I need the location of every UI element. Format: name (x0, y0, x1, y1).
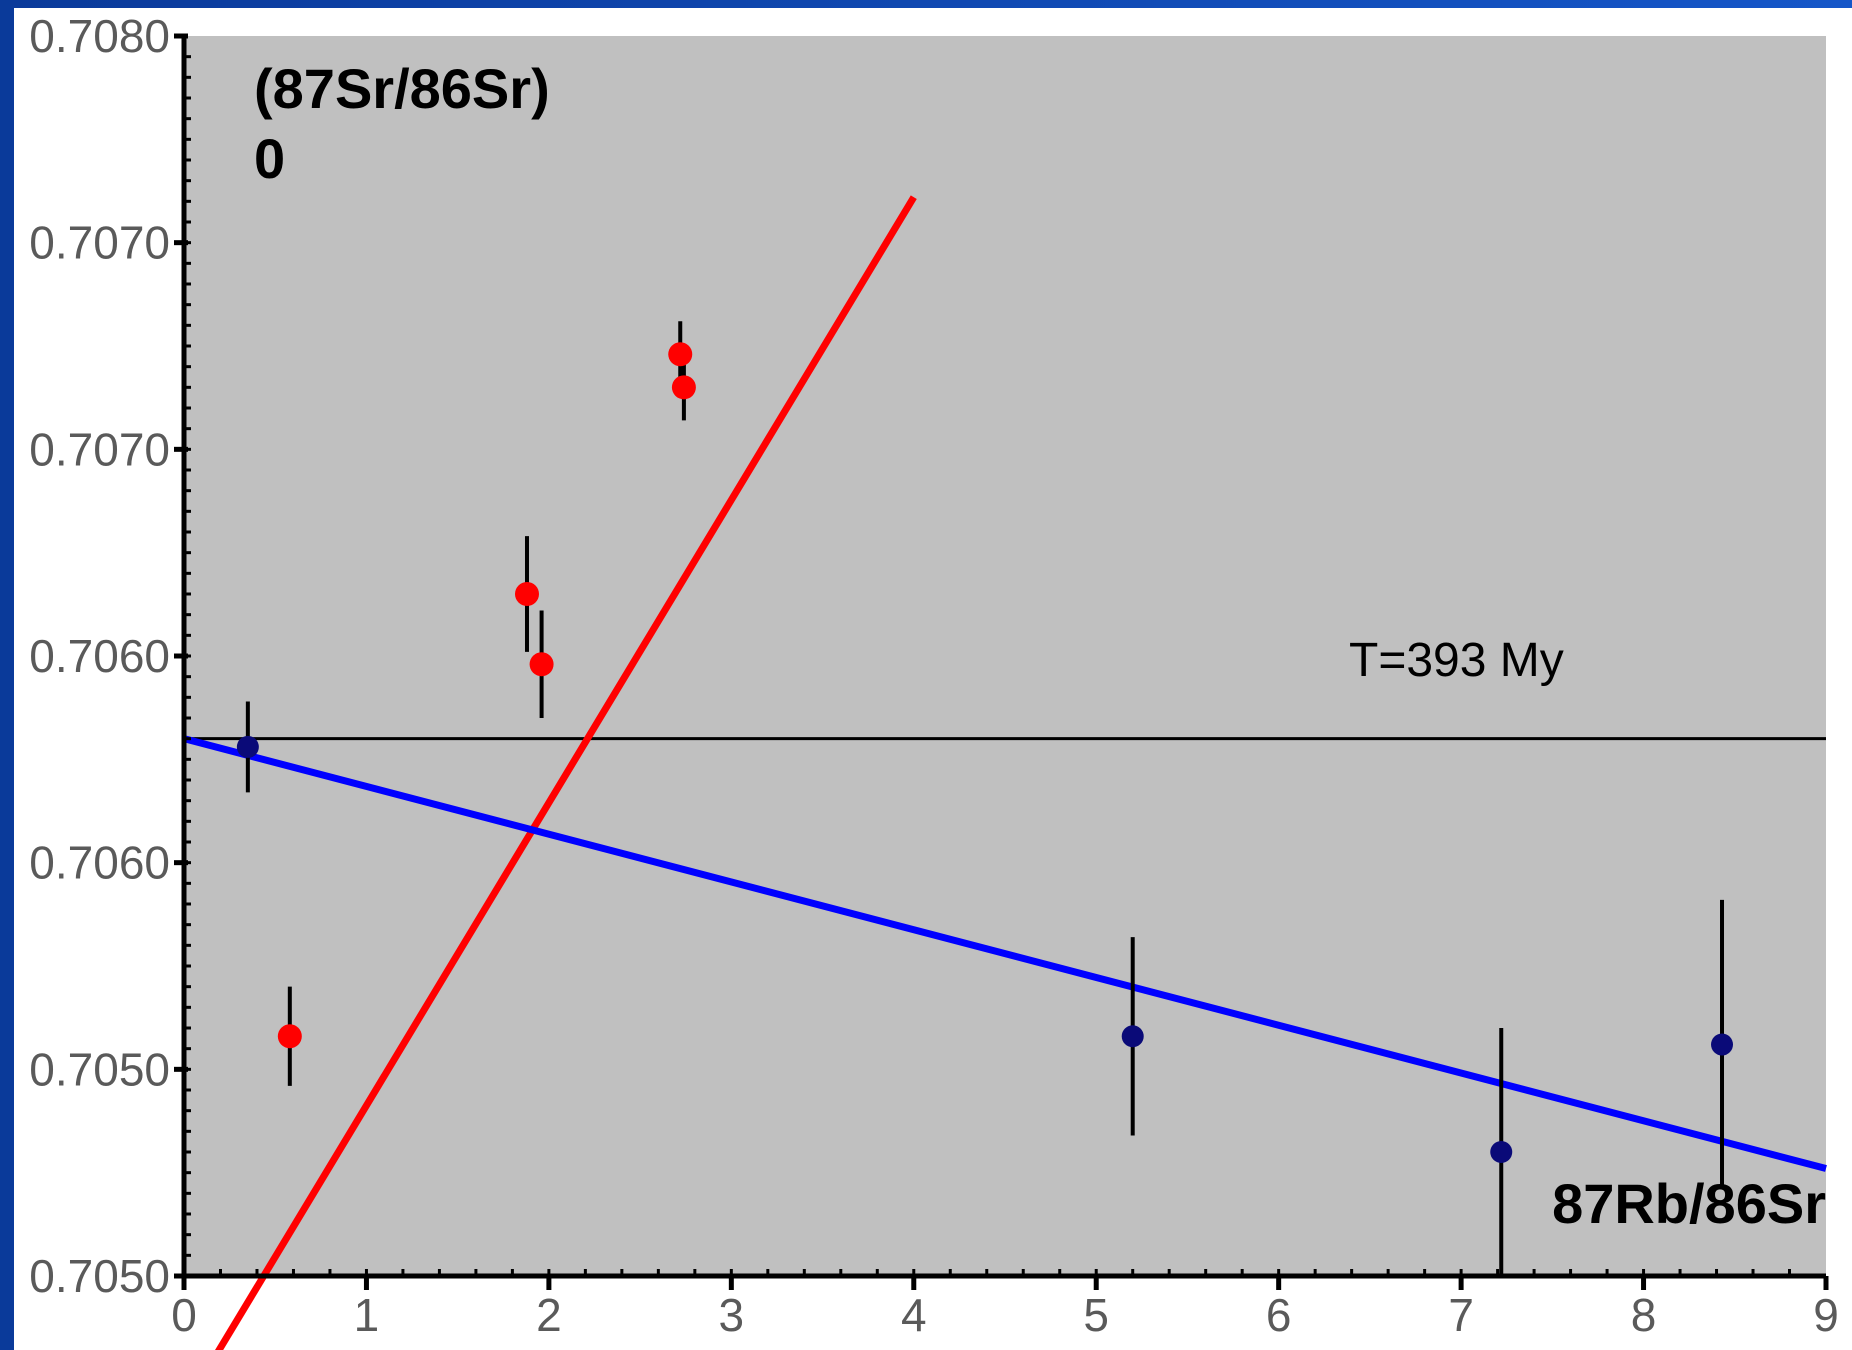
data-point-series-2-1 (236, 735, 259, 758)
y-tick-label: 0.7050 (29, 1043, 170, 1095)
x-tick-label: 8 (1631, 1289, 1657, 1341)
y-tick-label: 0.7070 (29, 217, 170, 269)
y-tick-label: 0.7060 (29, 837, 170, 889)
x-tick-label: 1 (354, 1289, 380, 1341)
x-tick-label: 4 (901, 1289, 927, 1341)
data-point-series-1-4 (668, 342, 693, 367)
axes-layer: 0.7050 0.7050 0.7060 0.7060 0.7070 0.7070 0.70… (29, 10, 1839, 1341)
y-tick-label: 0.7060 (29, 630, 170, 682)
y-axis-label: (87Sr/86Sr) (254, 57, 550, 120)
x-tick-label: 2 (536, 1289, 562, 1341)
x-tick-label: 9 (1813, 1289, 1839, 1341)
x-tick-label: 5 (1083, 1289, 1109, 1341)
y-tick-label: 0.7070 (29, 423, 170, 475)
data-point-series-2-4 (1711, 1033, 1734, 1056)
x-tick-label: 7 (1448, 1289, 1474, 1341)
data-point-series-1-1 (277, 1024, 302, 1049)
data-point-series-1-5 (671, 375, 696, 400)
y-axis-label-subscript: 0 (254, 127, 285, 190)
x-tick-label: 3 (719, 1289, 745, 1341)
isochron-chart: 0.7050 0.7050 0.7060 0.7060 0.7070 0.7070 0.70… (29, 10, 1839, 1350)
fit-line-series-2 (183, 735, 1827, 1172)
data-point-series-2-2 (1121, 1025, 1144, 1048)
x-tick-label: 0 (171, 1289, 197, 1341)
reference-line-label: T=393 My (1349, 634, 1564, 687)
fit-lines-layer (183, 195, 1827, 1350)
x-tick-label: 6 (1266, 1289, 1292, 1341)
y-tick-label: 0.7080 (29, 10, 170, 62)
fit-line-series-1 (215, 195, 917, 1350)
x-axis-label: 87Rb/86Sr (1552, 1172, 1826, 1235)
data-points-layer (236, 342, 1734, 1163)
data-point-series-2-3 (1490, 1141, 1513, 1163)
y-tick-label: 0.7050 (29, 1250, 170, 1302)
data-point-series-1-2 (514, 582, 539, 606)
plot-area (184, 36, 1826, 1276)
chart-panel: 0.7050 0.7050 0.7060 0.7060 0.7070 0.7070 0.70… (14, 8, 1852, 1350)
data-point-series-1-3 (529, 652, 554, 677)
